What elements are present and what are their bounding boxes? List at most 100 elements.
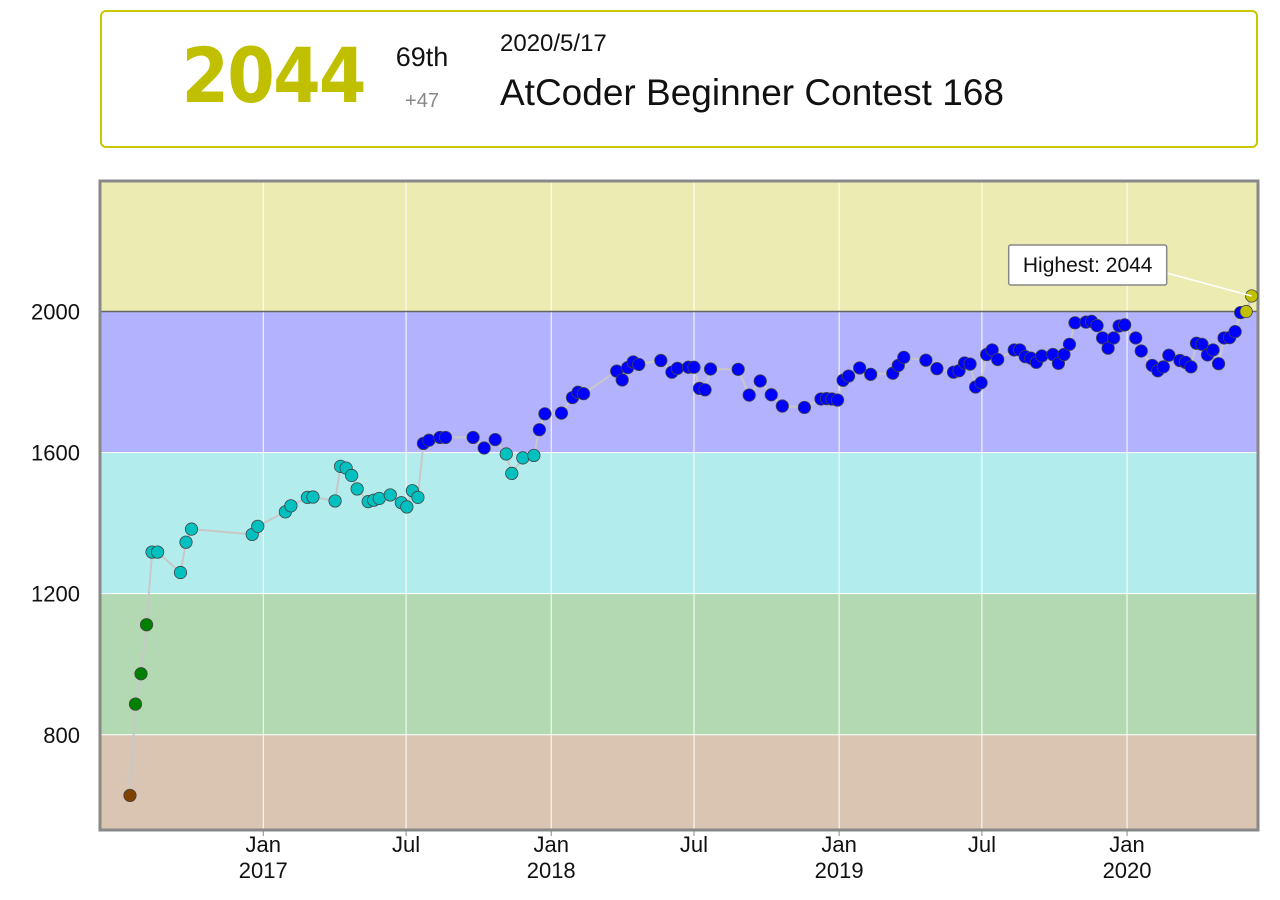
rating-point [1156, 360, 1170, 374]
x-tick-month: Jan [821, 832, 856, 857]
highest-label: Highest: 2044 [1023, 254, 1153, 277]
rating-delta: +47 [405, 90, 439, 112]
rating-point [1057, 347, 1071, 362]
rating-point [139, 618, 154, 632]
highest-annotation: Highest: 2044 [1007, 244, 1252, 297]
rating-point [123, 788, 137, 803]
y-tick-label: 2000 [31, 300, 80, 325]
rating-point [1184, 360, 1198, 374]
rating-point [372, 491, 386, 506]
rating-point [532, 423, 546, 437]
rating-point [538, 407, 552, 421]
axes [98, 179, 1260, 832]
rating-point [527, 448, 541, 463]
rating-point [477, 441, 491, 455]
rating-band-1200 [100, 452, 1258, 594]
rating-point [654, 353, 668, 368]
rating-point [505, 466, 519, 481]
rating-point [1118, 318, 1132, 332]
rating-points [123, 289, 1259, 803]
x-tick-month: Jan [1109, 832, 1144, 857]
highest-label-box [1007, 244, 1168, 286]
x-tick-month: Jul [680, 832, 708, 857]
rating-point [753, 374, 767, 388]
rating-point [897, 350, 911, 364]
rating-bands [100, 181, 1258, 830]
contest-name[interactable]: AtCoder Beginner Contest 168 [500, 72, 1004, 113]
rating-point [1245, 289, 1259, 303]
rating-point [698, 383, 712, 397]
rating-point [864, 367, 878, 381]
highest-leader-line [1166, 272, 1252, 297]
x-tick-month: Jul [968, 832, 996, 857]
rating-band-530 [100, 734, 1258, 830]
rating-point [1090, 319, 1104, 333]
rating-point [345, 468, 359, 483]
rating-point [1101, 341, 1115, 355]
rating-point [830, 393, 845, 407]
rating-point [284, 499, 298, 513]
rating-point [400, 500, 414, 514]
rating-point [350, 482, 364, 496]
rating-point [1062, 337, 1077, 351]
plot-frame [98, 179, 1260, 832]
x-tick-year: 2017 [239, 858, 288, 883]
contest-date: 2020/5/17 [500, 30, 607, 57]
rating-point [1162, 348, 1176, 362]
rating-band-800 [100, 593, 1258, 735]
rating-point [1107, 331, 1121, 345]
rank-value: 69th [395, 42, 449, 72]
y-tick-label: 1600 [31, 441, 80, 466]
x-tick-month: Jan [246, 832, 281, 857]
y-tick-label: 800 [43, 723, 80, 748]
rating-point [670, 361, 685, 375]
grid-lines [100, 181, 1258, 836]
latest-contest-card: 2044 69th +47 2020/5/17 AtCoder Beginner… [100, 10, 1258, 148]
x-tick-month: Jan [533, 832, 568, 857]
rating-point [554, 406, 569, 420]
x-tick-month: Jul [392, 832, 420, 857]
rating-point [128, 697, 143, 711]
rating-point [173, 565, 188, 580]
rating-point [775, 399, 789, 413]
rating-point [703, 362, 718, 376]
rating-point [499, 447, 513, 461]
rating-point [383, 488, 397, 502]
rating-point [764, 388, 778, 402]
rating-point [411, 490, 425, 504]
rating-point [576, 387, 591, 401]
rating-point [687, 360, 701, 374]
rating-point [134, 667, 148, 681]
rating-value: 2044 [181, 31, 367, 120]
rating-point [731, 362, 745, 376]
rating-point [853, 361, 867, 375]
rating-point [841, 369, 856, 383]
rating-point [615, 373, 629, 387]
rating-point [963, 357, 977, 371]
rating-point [1134, 344, 1148, 358]
rating-point [438, 430, 453, 445]
rating-point [974, 376, 988, 390]
rating-point [632, 357, 646, 372]
x-tick-year: 2018 [527, 858, 576, 883]
rating-point [179, 535, 193, 549]
rating-point [1035, 349, 1049, 363]
rating-point [1206, 343, 1220, 357]
rating-point [150, 545, 165, 559]
rating-point [488, 432, 502, 447]
rating-point [1211, 357, 1226, 371]
rating-point [306, 490, 320, 504]
rating-point [1239, 304, 1253, 319]
rating-point [328, 494, 342, 508]
rating-point [422, 433, 436, 447]
rating-point [1068, 316, 1082, 330]
x-tick-year: 2019 [815, 858, 864, 883]
rating-point [742, 388, 756, 402]
rating-point [466, 430, 480, 445]
rating-point [1228, 325, 1242, 339]
rating-point [930, 362, 944, 376]
rating-point [1129, 331, 1143, 345]
rating-point [251, 519, 265, 533]
